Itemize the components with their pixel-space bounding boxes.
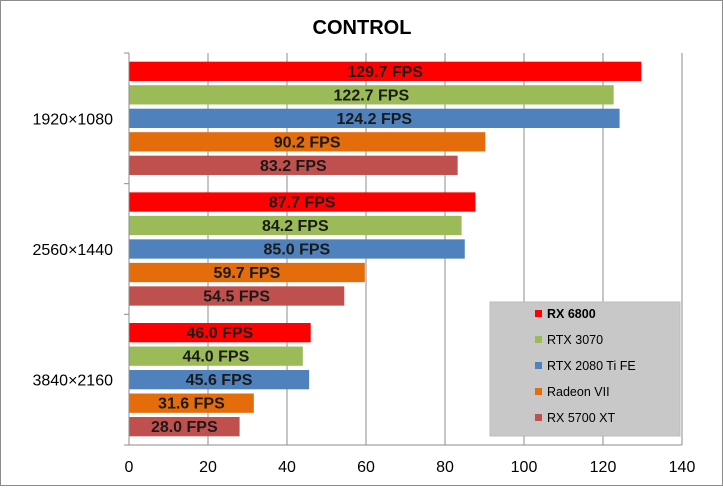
bar — [129, 239, 465, 259]
legend-swatch — [535, 414, 542, 421]
bar-data-label: 45.6 FPS — [186, 372, 253, 389]
bar — [129, 323, 311, 343]
legend-swatch — [535, 336, 542, 343]
legend-box — [489, 301, 681, 437]
legend-swatch — [535, 388, 542, 395]
bar — [129, 132, 486, 152]
bar-data-label: 84.2 FPS — [262, 218, 329, 235]
bar-data-label: 44.0 FPS — [183, 349, 250, 366]
bar-data-label: 129.7 FPS — [347, 64, 423, 81]
bar-data-label: 85.0 FPS — [264, 242, 331, 259]
bar-data-label: 90.2 FPS — [274, 134, 341, 151]
bar — [129, 85, 614, 105]
bar-data-label: 54.5 FPS — [203, 289, 270, 306]
bar-data-label: 59.7 FPS — [214, 265, 281, 282]
bars: 129.7 FPS 122.7 FPS 124.2 FPS 90.2 FPS 83.2 … — [129, 61, 642, 437]
bar-data-label: 87.7 FPS — [269, 195, 336, 212]
bar — [129, 393, 254, 413]
axes: 0 20 40 60 80 100 120 140 1920×1080 2560×1440 3840… — [32, 52, 696, 476]
category-label: 2560×1440 — [32, 242, 113, 259]
bar — [129, 61, 642, 81]
x-tick-label: 140 — [669, 459, 696, 476]
category-label: 1920×1080 — [32, 111, 113, 128]
legend-entry: RX 6800 — [547, 307, 596, 321]
x-tick-label: 40 — [278, 459, 296, 476]
bar — [129, 155, 458, 175]
bar — [129, 108, 620, 128]
legend-entry: Radeon VII — [547, 385, 610, 399]
x-tick-label: 120 — [590, 459, 617, 476]
legend-swatch — [535, 362, 542, 369]
bar — [129, 370, 310, 390]
bar — [129, 346, 303, 366]
chart-title: CONTROL — [313, 17, 412, 39]
x-tick-label: 20 — [199, 459, 217, 476]
bar-data-label: 122.7 FPS — [334, 87, 410, 104]
legend-entry: RTX 2080 Ti FE — [547, 359, 636, 373]
legend-entry: RX 5700 XT — [547, 411, 615, 425]
bar — [129, 286, 345, 306]
bar — [129, 192, 476, 212]
x-tick-label: 0 — [125, 459, 134, 476]
category-label: 3840×2160 — [32, 373, 113, 390]
x-tick-label: 100 — [511, 459, 538, 476]
bar — [129, 417, 240, 437]
bar-data-label: 28.0 FPS — [151, 419, 218, 436]
legend: RX 6800 RTX 3070 RTX 2080 Ti FE Radeon VII R… — [489, 301, 681, 437]
legend-entry: RTX 3070 — [547, 333, 603, 347]
x-tick-label: 80 — [436, 459, 454, 476]
bar-data-label: 31.6 FPS — [158, 396, 225, 413]
bar-data-label: 124.2 FPS — [336, 111, 412, 128]
bar — [129, 262, 365, 283]
legend-swatch — [535, 310, 542, 317]
bar-data-label: 46.0 FPS — [186, 325, 253, 342]
bar-data-label: 83.2 FPS — [260, 158, 327, 175]
bar — [129, 215, 462, 236]
x-tick-label: 60 — [357, 459, 375, 476]
